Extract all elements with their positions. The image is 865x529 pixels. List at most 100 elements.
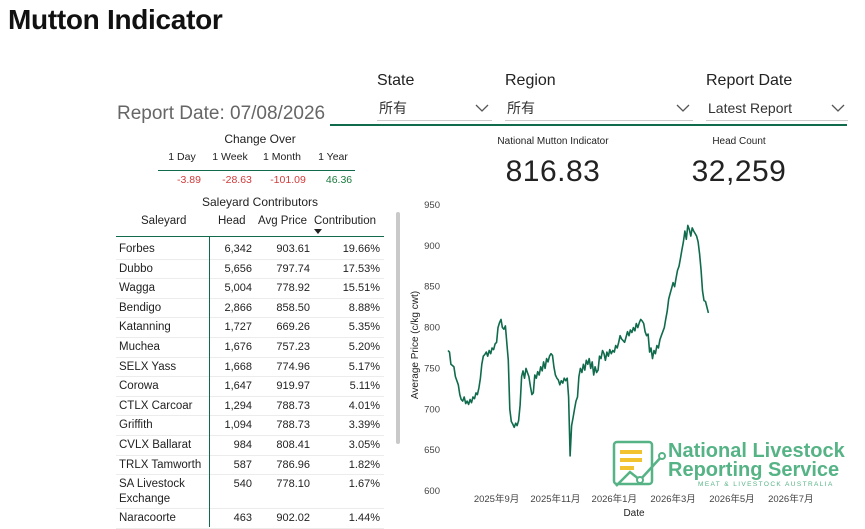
y-axis-ticks: 600 650 700 750 800 850 900 950 bbox=[424, 200, 440, 497]
cell-head: 540 bbox=[233, 478, 252, 491]
cell-saleyard: CTLX Carcoar bbox=[119, 399, 193, 412]
cell-head: 5,656 bbox=[224, 262, 252, 275]
cell-saleyard: CVLX Ballarat bbox=[119, 439, 192, 451]
cell-contribution: 4.01% bbox=[348, 399, 380, 412]
y-tick-label: 700 bbox=[424, 404, 440, 415]
cell-head: 6,342 bbox=[224, 243, 252, 255]
state-dropdown-value: 所有 bbox=[379, 99, 407, 116]
report-date-label: Report Date: 07/08/2026 bbox=[117, 103, 326, 124]
nlrs-logo-icon bbox=[612, 440, 666, 487]
cell-head: 1,676 bbox=[224, 341, 252, 353]
cell-avg-price: 757.23 bbox=[276, 341, 310, 353]
table-header-divider bbox=[116, 236, 384, 237]
report-date-dropdown[interactable]: Latest Report bbox=[706, 95, 848, 121]
cell-contribution: 5.20% bbox=[348, 341, 380, 353]
table-row[interactable]: CTLX Carcoar 1,294 788.73 4.01% bbox=[116, 396, 384, 417]
table-row[interactable]: Corowa 1,647 919.97 5.11% bbox=[116, 376, 384, 397]
cell-head: 5,004 bbox=[224, 282, 252, 295]
y-tick-label: 650 bbox=[424, 445, 440, 456]
table-scrollbar[interactable] bbox=[396, 212, 400, 444]
table-row[interactable]: Griffith 1,094 788.73 3.39% bbox=[116, 415, 384, 436]
column-header-saleyard[interactable]: Saleyard bbox=[141, 215, 187, 227]
change-value: -101.09 bbox=[270, 174, 306, 186]
table-row[interactable]: Katanning 1,727 669.26 5.35% bbox=[116, 317, 384, 338]
cell-head: 1,647 bbox=[224, 380, 252, 393]
cell-head: 1,727 bbox=[224, 321, 252, 334]
table-row[interactable]: TRLX Tamworth 587 786.96 1.82% bbox=[116, 455, 384, 476]
series-line bbox=[447, 224, 710, 457]
region-dropdown[interactable]: 所有 bbox=[505, 95, 693, 121]
x-tick-label: 2025年11月 bbox=[530, 493, 580, 505]
logo-text-line2: Reporting Service bbox=[668, 459, 840, 481]
column-header-contribution[interactable]: Contribution bbox=[314, 215, 377, 227]
kpi-label-head-count: Head Count bbox=[712, 136, 766, 147]
cell-saleyard: Katanning bbox=[119, 321, 171, 334]
cell-saleyard: TRLX Tamworth bbox=[119, 458, 202, 471]
cell-saleyard: SA Livestock Exchange bbox=[119, 478, 185, 506]
cell-contribution: 17.53% bbox=[342, 262, 380, 275]
table-row[interactable]: Forbes 6,342 903.61 19.66% bbox=[116, 239, 384, 260]
change-over-title: Change Over bbox=[224, 132, 296, 146]
cell-saleyard: Wagga bbox=[119, 282, 156, 295]
header-divider bbox=[330, 124, 847, 126]
table-row[interactable]: Muchea 1,676 757.23 5.20% bbox=[116, 337, 384, 358]
cell-saleyard: Naracoorte bbox=[119, 512, 176, 525]
y-tick-label: 850 bbox=[424, 282, 440, 293]
x-tick-label: 2026年1月 bbox=[592, 493, 637, 505]
cell-head: 1,294 bbox=[224, 399, 252, 412]
column-header-head[interactable]: Head bbox=[218, 215, 246, 227]
nlrs-logo: National Livestock Reporting Service MEA… bbox=[612, 440, 852, 492]
cell-avg-price: 858.50 bbox=[276, 301, 310, 314]
table-row[interactable]: Bendigo 2,866 858.50 8.88% bbox=[116, 298, 384, 319]
cell-saleyard: Muchea bbox=[119, 341, 160, 353]
cell-head: 984 bbox=[233, 439, 252, 451]
table-row[interactable]: SA Livestock Exchange 540 778.10 1.67% bbox=[116, 474, 384, 510]
cell-head: 2,866 bbox=[224, 301, 252, 314]
cell-avg-price: 669.26 bbox=[276, 321, 310, 334]
change-over-divider bbox=[158, 170, 355, 171]
change-value: 46.36 bbox=[325, 174, 353, 186]
x-axis-title: Date bbox=[623, 508, 645, 519]
kpi-value-indicator: 816.83 bbox=[505, 155, 601, 188]
cell-contribution: 19.66% bbox=[342, 243, 380, 255]
table-row[interactable]: Naracoorte 463 902.02 1.44% bbox=[116, 508, 384, 529]
change-value: -3.89 bbox=[177, 174, 201, 186]
region-filter-label: Region bbox=[505, 72, 556, 89]
y-tick-label: 900 bbox=[424, 241, 440, 252]
change-period-label: 1 Week bbox=[212, 151, 248, 163]
sort-descending-icon bbox=[314, 229, 322, 234]
y-tick-label: 600 bbox=[424, 486, 440, 497]
cell-contribution: 3.39% bbox=[348, 419, 380, 432]
cell-contribution: 8.88% bbox=[348, 301, 380, 314]
logo-text-line1: National Livestock bbox=[668, 440, 845, 462]
cell-contribution: 1.67% bbox=[348, 478, 380, 491]
change-value: -28.63 bbox=[222, 174, 252, 186]
table-row[interactable]: Wagga 5,004 778.92 15.51% bbox=[116, 278, 384, 299]
state-dropdown[interactable]: 所有 bbox=[377, 95, 492, 121]
cell-saleyard: Griffith bbox=[119, 419, 153, 432]
cell-avg-price: 786.96 bbox=[276, 458, 310, 471]
cell-avg-price: 902.02 bbox=[276, 512, 310, 525]
cell-avg-price: 797.74 bbox=[276, 262, 310, 275]
cell-contribution: 1.82% bbox=[348, 458, 380, 471]
logo-text-line3: MEAT & LIVESTOCK AUSTRALIA bbox=[698, 481, 834, 488]
change-period-label: 1 Day bbox=[168, 151, 196, 163]
table-row[interactable]: SELX Yass 1,668 774.96 5.17% bbox=[116, 357, 384, 378]
state-filter-label: State bbox=[377, 72, 415, 89]
region-dropdown-value: 所有 bbox=[507, 99, 535, 116]
y-tick-label: 750 bbox=[424, 363, 440, 374]
change-period-label: 1 Month bbox=[263, 151, 301, 163]
x-tick-label: 2025年9月 bbox=[474, 493, 519, 505]
y-tick-label: 800 bbox=[424, 323, 440, 334]
table-row[interactable]: Dubbo 5,656 797.74 17.53% bbox=[116, 259, 384, 280]
chevron-down-icon bbox=[831, 104, 845, 112]
column-header-avg-price[interactable]: Avg Price bbox=[258, 215, 308, 227]
cell-contribution: 3.05% bbox=[348, 439, 380, 451]
table-row[interactable]: CVLX Ballarat 984 808.41 3.05% bbox=[116, 435, 384, 456]
cell-avg-price: 774.96 bbox=[276, 360, 310, 373]
cell-avg-price: 788.73 bbox=[276, 399, 310, 412]
report-date-filter-label: Report Date bbox=[706, 72, 793, 89]
cell-contribution: 15.51% bbox=[342, 282, 380, 295]
y-tick-label: 950 bbox=[424, 200, 440, 211]
cell-contribution: 5.11% bbox=[349, 380, 380, 393]
